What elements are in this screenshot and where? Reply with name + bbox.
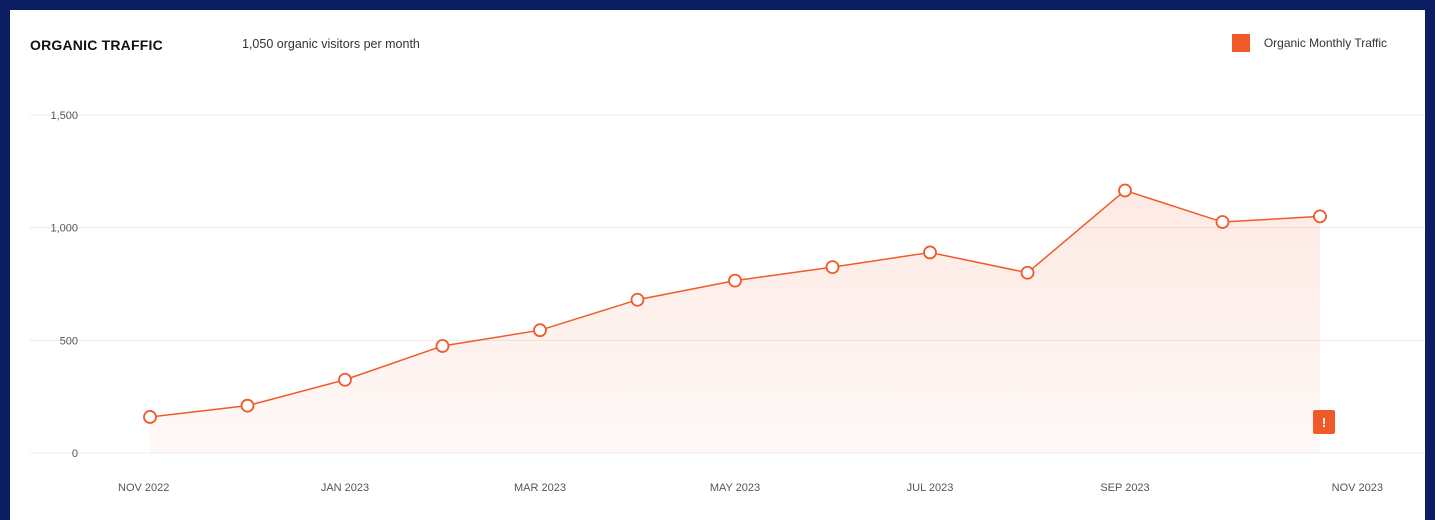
chart-title: ORGANIC TRAFFIC <box>30 37 163 53</box>
data-point[interactable] <box>533 323 547 338</box>
x-tick-label: NOV 2022 <box>118 482 169 494</box>
x-tick-label: MAR 2023 <box>514 482 566 494</box>
data-point[interactable] <box>1215 215 1230 229</box>
data-point[interactable] <box>240 398 255 413</box>
data-point[interactable] <box>728 273 742 288</box>
legend-swatch <box>1231 34 1250 52</box>
data-point[interactable] <box>1118 183 1132 198</box>
data-point[interactable] <box>1020 265 1035 280</box>
x-tick-label: NOV 2023 <box>1332 482 1383 494</box>
data-point[interactable] <box>923 245 937 260</box>
x-tick-label: MAY 2023 <box>710 482 760 494</box>
data-point[interactable] <box>435 339 450 353</box>
data-point[interactable] <box>1313 209 1327 224</box>
data-point[interactable] <box>630 292 645 307</box>
y-tick-label: 1,000 <box>50 223 78 235</box>
y-tick-label: 1,500 <box>50 110 78 122</box>
annotation-marker-label: ! <box>1322 415 1326 430</box>
y-tick-label: 500 <box>60 335 78 347</box>
x-tick-label: JUL 2023 <box>907 482 954 494</box>
data-point[interactable] <box>825 260 840 275</box>
x-tick-label: SEP 2023 <box>1100 482 1149 494</box>
x-tick-label: JAN 2023 <box>321 482 369 494</box>
y-tick-label: 0 <box>72 448 78 460</box>
legend-label: Organic Monthly Traffic <box>1263 36 1387 50</box>
chart-subtitle: 1,050 organic visitors per month <box>242 37 420 51</box>
chart-legend[interactable]: Organic Monthly Traffic <box>1231 34 1387 52</box>
data-point[interactable] <box>338 372 352 387</box>
annotation-marker[interactable] <box>1313 410 1335 434</box>
data-point[interactable] <box>143 410 157 424</box>
series-area <box>150 190 1320 453</box>
